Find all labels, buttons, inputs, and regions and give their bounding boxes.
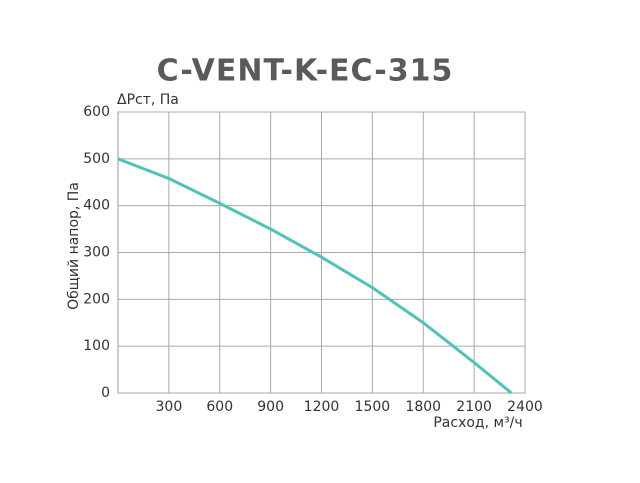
chart-title: C-VENT-K-EC-315 xyxy=(157,54,454,89)
x-tick-label: 600 xyxy=(206,399,233,415)
x-tick-label: 1200 xyxy=(304,399,340,415)
x-tick-label: 1500 xyxy=(355,399,391,415)
x-tick-label: 1800 xyxy=(405,399,441,415)
y-tick-label: 500 xyxy=(83,151,110,167)
y-tick-label: 300 xyxy=(83,245,110,261)
curve xyxy=(117,157,513,395)
y-tick-label: 0 xyxy=(101,385,110,401)
x-tick-label: 300 xyxy=(156,399,183,415)
x-tick-label: 2100 xyxy=(456,399,492,415)
y-tick-label: 200 xyxy=(83,291,110,307)
x-tick-label: 2400 xyxy=(507,399,543,415)
y-axis-unit: ΔPст, Па xyxy=(117,92,179,108)
y-tick-label: 600 xyxy=(83,104,110,120)
y-axis-label: Общий напор, Па xyxy=(66,182,82,310)
x-tick-label: 900 xyxy=(257,399,284,415)
y-tick-label: 400 xyxy=(83,198,110,214)
y-tick-label: 100 xyxy=(83,338,110,354)
x-axis-label: Расход, м³/ч xyxy=(433,415,522,431)
